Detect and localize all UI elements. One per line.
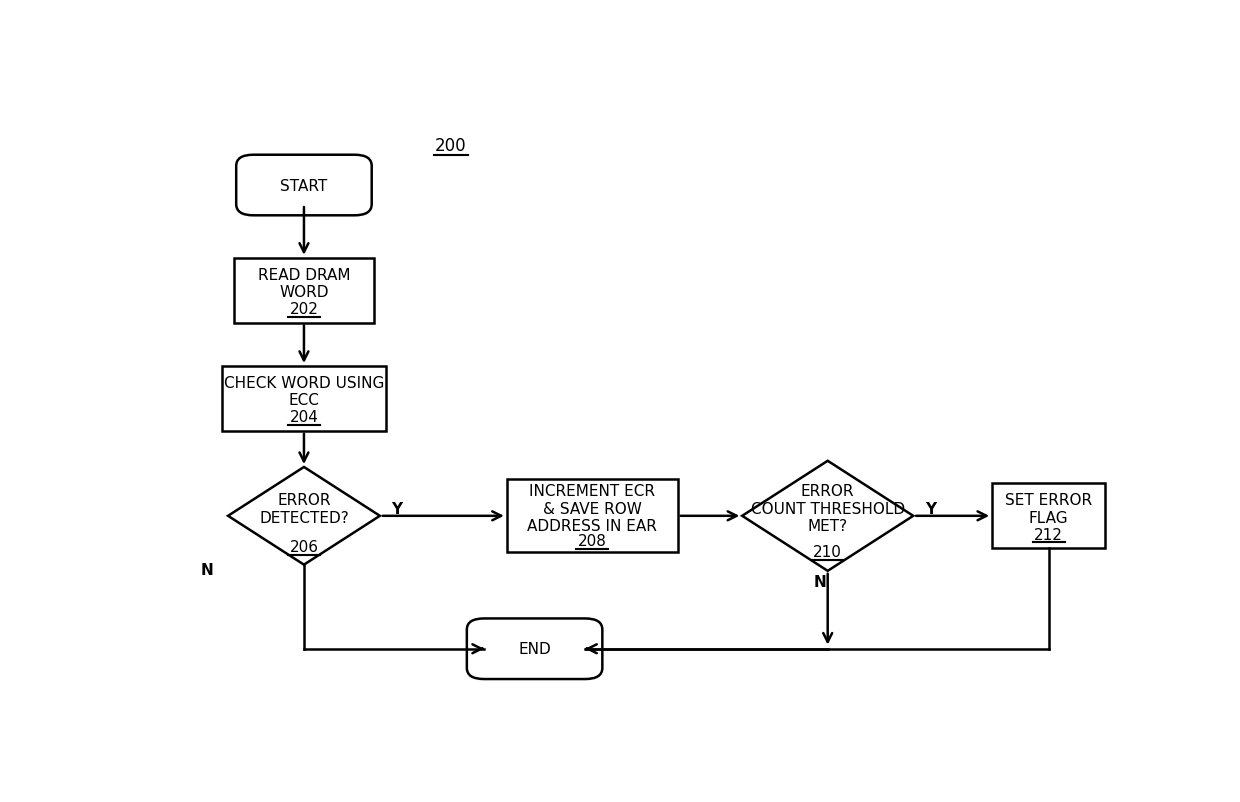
Bar bbox=[507, 480, 678, 553]
Text: N: N bbox=[201, 562, 213, 577]
Polygon shape bbox=[228, 468, 379, 565]
Text: 206: 206 bbox=[289, 540, 319, 554]
Text: ERROR
DETECTED?: ERROR DETECTED? bbox=[259, 492, 348, 525]
Text: 208: 208 bbox=[578, 533, 606, 549]
Text: START: START bbox=[280, 178, 327, 193]
FancyBboxPatch shape bbox=[466, 618, 603, 679]
Bar bbox=[234, 258, 373, 323]
Text: 200: 200 bbox=[435, 136, 466, 155]
Text: INCREMENT ECR
& SAVE ROW
ADDRESS IN EAR: INCREMENT ECR & SAVE ROW ADDRESS IN EAR bbox=[527, 484, 657, 533]
Polygon shape bbox=[743, 461, 913, 571]
Text: Y: Y bbox=[925, 501, 936, 516]
Bar bbox=[992, 484, 1105, 549]
Text: 202: 202 bbox=[289, 302, 319, 317]
Text: Y: Y bbox=[392, 501, 403, 516]
Text: SET ERROR
FLAG: SET ERROR FLAG bbox=[1006, 492, 1092, 525]
Text: ERROR
COUNT THRESHOLD
MET?: ERROR COUNT THRESHOLD MET? bbox=[750, 484, 905, 533]
Bar bbox=[222, 367, 386, 431]
FancyBboxPatch shape bbox=[236, 156, 372, 216]
Text: 204: 204 bbox=[289, 410, 319, 425]
Text: N: N bbox=[813, 574, 826, 589]
Text: 210: 210 bbox=[813, 545, 842, 560]
Text: END: END bbox=[518, 642, 551, 656]
Text: CHECK WORD USING
ECC: CHECK WORD USING ECC bbox=[223, 375, 384, 407]
Text: READ DRAM
WORD: READ DRAM WORD bbox=[258, 267, 350, 299]
Text: 212: 212 bbox=[1034, 527, 1063, 542]
